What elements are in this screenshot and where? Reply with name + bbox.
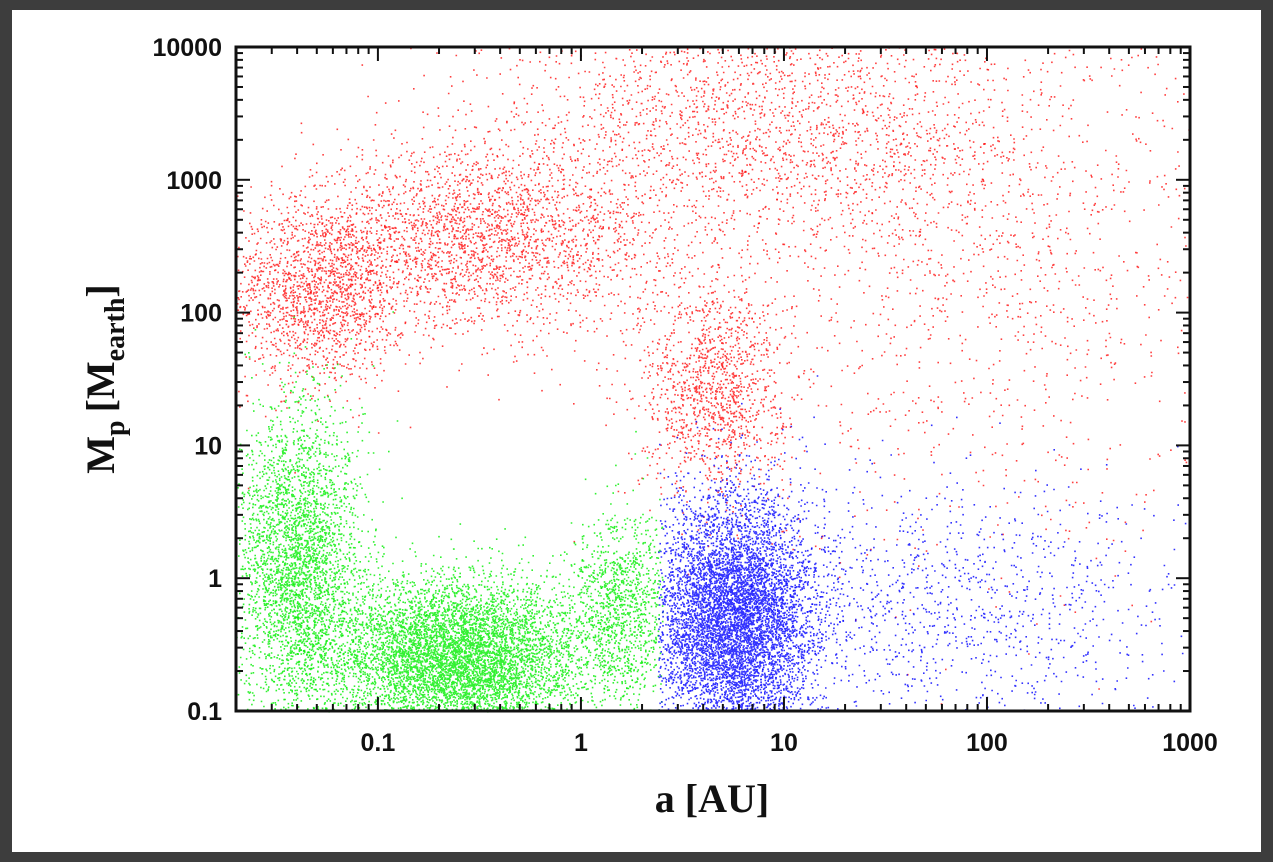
point-cluster: [537, 48, 1192, 705]
y-tick-label: 10: [194, 432, 222, 460]
series-0-points: [236, 47, 1192, 705]
series-2-points: [658, 375, 1187, 713]
y-axis-label-sub-earth: earth: [100, 297, 131, 361]
y-tick-label: 10000: [152, 34, 222, 62]
axis-ticks: [235, 46, 1191, 712]
y-tick-labels: 0.1 1 10 100 1000 10000: [152, 34, 222, 726]
x-tick-label: 10: [770, 729, 798, 757]
x-tick-label: 0.1: [361, 729, 396, 757]
y-axis-label-main: M: [78, 436, 123, 474]
y-tick-label: 1: [208, 565, 222, 593]
point-cluster: [300, 47, 1168, 356]
chart-figure: 0.1 1 10 100 1000 0.1 1 10 100 1000 10000 a [AU] …: [12, 10, 1261, 852]
y-tick-label: 0.1: [187, 698, 222, 726]
y-axis-label-close: ]: [78, 284, 123, 297]
x-tick-label: 100: [966, 729, 1008, 757]
x-tick-labels: 0.1 1 10 100 1000: [361, 729, 1218, 757]
data-points: [236, 47, 1192, 713]
y-axis-label: Mp [Mearth]: [78, 284, 131, 474]
y-axis-label-sub-p: p: [100, 420, 131, 436]
x-tick-label: 1000: [1162, 729, 1218, 757]
x-tick-label: 1: [574, 729, 588, 757]
x-axis-label: a [AU]: [655, 776, 769, 821]
y-tick-label: 100: [180, 300, 222, 328]
point-cluster: [658, 402, 912, 713]
plot-frame: [234, 45, 1192, 713]
point-cluster: [252, 523, 657, 713]
y-axis-label-open: [M: [78, 361, 123, 412]
series-1-points: [236, 311, 664, 713]
y-tick-label: 1000: [166, 167, 222, 195]
point-cluster: [236, 100, 812, 405]
point-cluster: [542, 430, 664, 713]
